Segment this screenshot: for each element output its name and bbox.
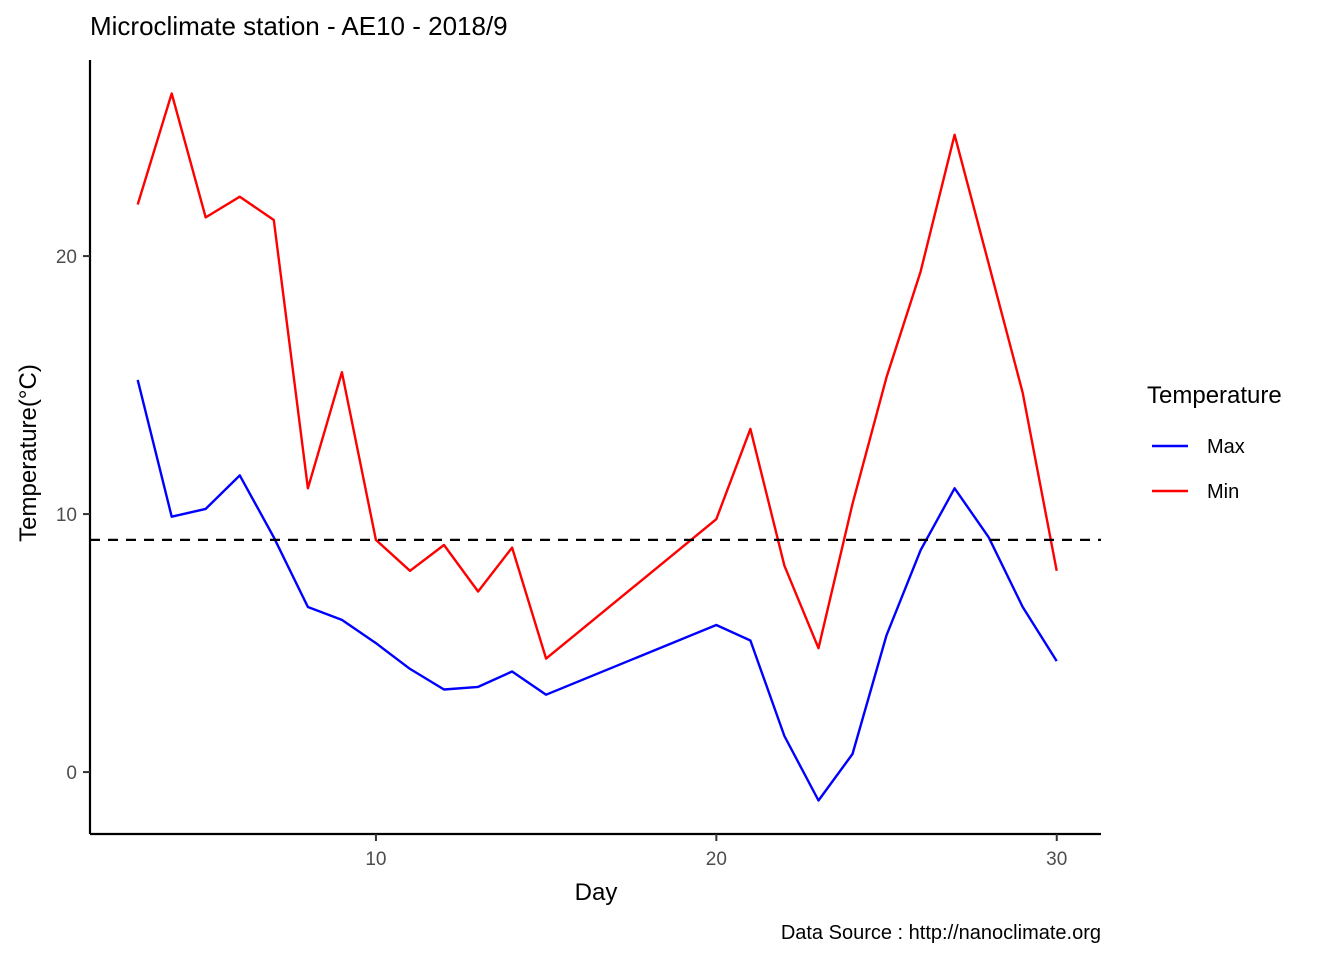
y-axis-ticks: 0 10 20 [56, 247, 90, 784]
series-line-min [136, 92, 1058, 660]
x-axis-title: Day [575, 879, 618, 906]
y-axis-title: Temperature(°C) [15, 364, 42, 542]
y-tick-label: 0 [66, 763, 77, 784]
caption: Data Source : http://nanoclimate.org [781, 922, 1101, 944]
x-tick-label: 10 [365, 849, 386, 870]
legend-label-max: Max [1207, 436, 1245, 458]
chart-title: Microclimate station - AE10 - 2018/9 [90, 11, 508, 41]
x-tick-label: 30 [1046, 849, 1067, 870]
legend: Temperature Max Min [1147, 382, 1282, 503]
y-tick-label: 20 [56, 247, 77, 268]
legend-label-min: Min [1207, 481, 1239, 503]
plot-area: 0 10 20 10 20 30 [56, 60, 1101, 870]
x-tick-label: 20 [706, 849, 727, 870]
x-axis-ticks: 10 20 30 [365, 834, 1067, 870]
y-tick-label: 10 [56, 505, 77, 526]
legend-title: Temperature [1147, 382, 1282, 409]
series-line-max [136, 379, 1058, 802]
